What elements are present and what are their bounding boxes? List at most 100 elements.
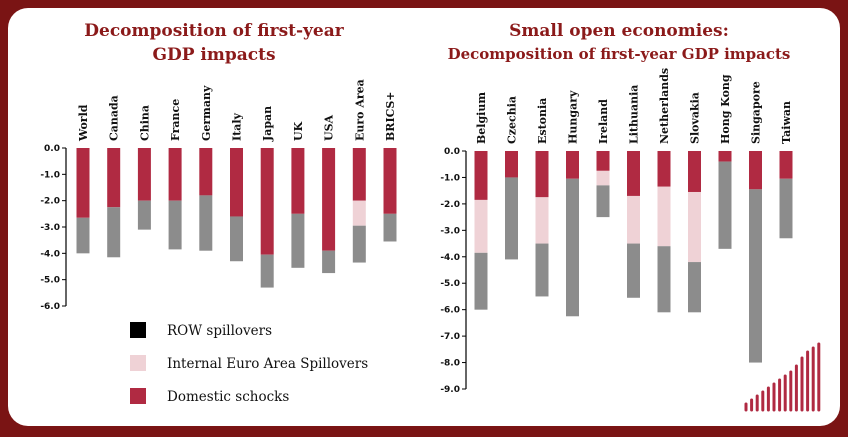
right-y-tick-label: -1.0 [440, 173, 460, 183]
left-category-label: Japan [261, 106, 274, 142]
right-y-tick-label: -7.0 [440, 332, 460, 342]
right-bar-segment-domestic [596, 151, 610, 171]
left-category-label: BRICS+ [384, 92, 397, 142]
legend-swatch-row [130, 322, 146, 338]
left-chart-y-axis: 0.0 -1.0 -2.0 -3.0 -4.0 -5.0 -6.0 [40, 144, 67, 312]
right-chart-title-line-2: Decomposition of first-year GDP impacts [448, 45, 791, 63]
legend-label-row: ROW spillovers [167, 323, 272, 339]
right-category-label: Ireland [597, 99, 610, 144]
right-category-label: Netherlands [658, 68, 671, 144]
legend: ROW spillovers Internal Euro Area Spillo… [130, 322, 368, 405]
right-category-label: Slovakia [689, 92, 702, 144]
right-bar-segment-internal [688, 191, 701, 263]
right-bar-segment-row [627, 243, 640, 298]
right-chart: Small open economies: Decomposition of f… [440, 21, 793, 395]
left-bar-segment-domestic [230, 148, 243, 217]
right-y-tick-label: -8.0 [440, 359, 460, 369]
right-category-label: Lithuania [628, 85, 641, 144]
left-bar-segment-domestic [352, 148, 366, 201]
left-bar-segment-domestic [383, 148, 397, 214]
right-bar-segment-row [535, 243, 549, 297]
left-bar-segment-row [291, 213, 305, 268]
left-category-label: Euro Area [353, 79, 366, 141]
left-bar-segment-domestic [322, 148, 336, 251]
right-bar-segment-domestic [749, 151, 762, 190]
left-bar-segment-row [199, 195, 213, 251]
left-chart-title-line-1: Decomposition of first-year [84, 21, 344, 41]
left-category-label: World [77, 104, 90, 142]
right-category-label: Belgium [475, 92, 488, 144]
left-y-tick-label: -1.0 [40, 170, 60, 180]
left-bar-segment-domestic [137, 148, 151, 201]
left-bar-segment-domestic [291, 148, 305, 214]
right-bar-segment-row [596, 185, 610, 218]
left-category-label: Germany [200, 85, 213, 141]
left-bar-segment-internal [352, 200, 366, 226]
left-category-label: UK [292, 121, 305, 141]
left-y-tick-label: -2.0 [40, 197, 60, 207]
left-bar-segment-row [76, 217, 90, 254]
right-bar-segment-row [505, 177, 518, 260]
right-bar-segment-row [566, 178, 579, 317]
right-bar-segment-row [718, 161, 732, 249]
right-category-label: Hungary [567, 90, 580, 144]
right-chart-bars [474, 151, 793, 363]
legend-label-domestic: Domestic schocks [167, 389, 289, 405]
right-bar-segment-row [688, 262, 701, 313]
right-bar-segment-row [749, 189, 762, 363]
right-category-label: Taiwan [780, 101, 793, 144]
right-bar-segment-row [779, 178, 793, 239]
left-y-tick-label: -6.0 [40, 302, 60, 312]
left-y-tick-label: 0.0 [44, 144, 60, 154]
right-bar-segment-domestic [535, 151, 549, 198]
left-bar-segment-row [137, 200, 151, 230]
left-bar-segment-domestic [199, 148, 213, 196]
left-category-label: Italy [231, 112, 244, 141]
right-category-label: Hong Kong [719, 74, 732, 144]
left-bar-segment-row [230, 216, 243, 262]
right-y-tick-label: -3.0 [440, 226, 460, 236]
right-y-tick-label: -6.0 [440, 306, 460, 316]
left-bar-segment-domestic [76, 148, 90, 218]
right-bar-segment-domestic [566, 151, 579, 179]
right-category-label: Czechia [506, 96, 519, 144]
right-category-label: Singapore [750, 81, 763, 144]
right-bar-segment-domestic [779, 151, 793, 179]
left-bar-segment-row [322, 250, 336, 274]
right-bar-segment-domestic [474, 151, 488, 200]
right-bar-segment-domestic [505, 151, 518, 178]
left-bar-segment-domestic [168, 148, 182, 201]
right-bar-segment-domestic [627, 151, 640, 196]
right-y-tick-label: -9.0 [440, 385, 460, 395]
right-y-tick-label: 0.0 [444, 147, 460, 157]
chart-frame: Decomposition of first-year GDP impacts … [8, 8, 840, 426]
legend-swatch-internal [130, 355, 146, 371]
left-y-tick-label: -3.0 [40, 223, 60, 233]
right-bar-segment-row [657, 246, 671, 313]
left-category-label: Canada [108, 95, 121, 141]
right-bar-segment-domestic [688, 151, 701, 192]
left-bar-segment-row [260, 254, 274, 288]
legend-label-internal: Internal Euro Area Spillovers [167, 356, 368, 372]
left-bar-segment-domestic [107, 148, 121, 208]
left-y-tick-label: -5.0 [40, 276, 60, 286]
left-bar-segment-row [383, 213, 397, 242]
right-y-tick-label: -5.0 [440, 279, 460, 289]
charts-canvas: Decomposition of first-year GDP impacts … [40, 21, 821, 412]
left-chart: Decomposition of first-year GDP impacts … [40, 21, 397, 312]
left-category-label: China [138, 105, 151, 141]
right-bar-segment-domestic [657, 151, 671, 187]
left-y-tick-label: -4.0 [40, 249, 60, 259]
left-chart-bars [76, 148, 397, 288]
right-y-tick-label: -4.0 [440, 253, 460, 263]
left-bar-segment-domestic [260, 148, 274, 255]
left-bar-segment-row [168, 200, 182, 250]
right-bar-segment-row [474, 252, 488, 310]
right-bar-segment-domestic [718, 151, 732, 162]
right-bar-segment-internal [627, 195, 640, 244]
right-bar-segment-internal [535, 197, 549, 244]
left-chart-title-line-2: GDP impacts [152, 45, 275, 65]
left-chart-category-labels: World Canada China France Germany Italy Japan U… [77, 79, 397, 142]
right-chart-y-axis: 0.0 -1.0 -2.0 -3.0 -4.0 -5.0 -6.0 -7.0 -8.0 -9.0 [440, 147, 467, 395]
right-bar-segment-internal [596, 170, 610, 186]
